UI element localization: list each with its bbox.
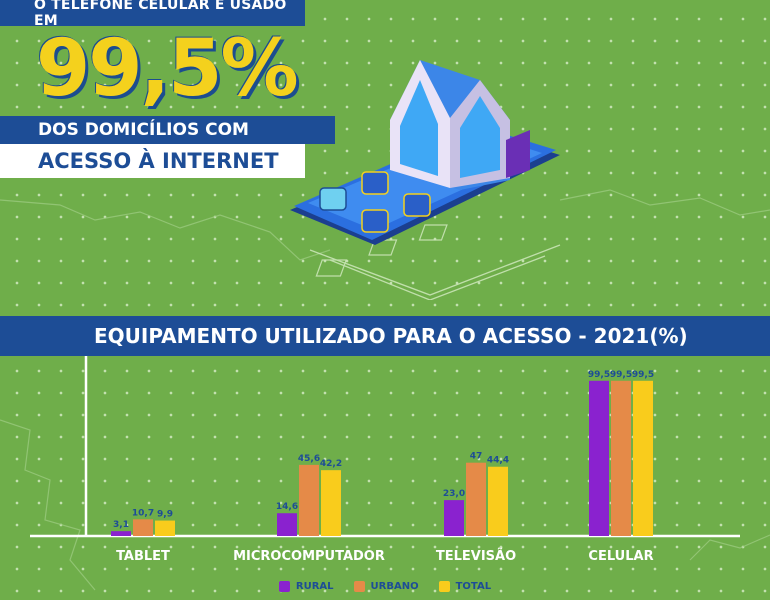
bar-urbano-1 <box>299 464 319 536</box>
category-label-0: TABLET <box>116 549 170 564</box>
chart-legend: RURAL URBANO TOTAL <box>0 578 770 594</box>
headline-tag: O TELEFONE CELULAR É USADO EM <box>0 0 305 29</box>
data-label-urbano-0: 10,7 <box>132 508 154 518</box>
bar-urbano-2 <box>466 462 486 536</box>
data-label-rural-0: 3,1 <box>113 520 129 530</box>
bar-total-3 <box>633 380 653 536</box>
hologram-floor-icon <box>309 224 561 300</box>
legend-label: RURAL <box>295 580 334 592</box>
bar-total-2 <box>488 466 508 536</box>
data-label-total-3: 99,5 <box>632 370 654 380</box>
data-label-rural-3: 99,5 <box>588 370 610 380</box>
data-label-urbano-1: 45,6 <box>298 454 320 464</box>
data-label-rural-2: 23,0 <box>443 489 465 499</box>
data-label-total-0: 9,9 <box>157 510 173 520</box>
house-icon <box>390 60 530 190</box>
data-label-urbano-2: 47 <box>470 452 483 462</box>
bar-total-1 <box>321 470 341 536</box>
bar-urbano-0 <box>133 519 153 536</box>
data-label-rural-1: 14,6 <box>276 502 298 512</box>
category-label-3: CELULAR <box>588 549 653 564</box>
category-label-2: TELEVISÃO <box>436 548 516 564</box>
legend-item-total: TOTAL <box>438 578 492 594</box>
bar-chart: 3,110,7 9,9 TABLET 14,6 45,642,2 MICROCOMPUTA… <box>30 356 740 564</box>
subtitle-line-2: ACESSO À INTERNET <box>0 144 305 178</box>
legend-swatch <box>353 580 365 592</box>
bar-total-0 <box>155 520 175 536</box>
legend-swatch <box>438 580 450 592</box>
category-label-1: MICROCOMPUTADOR <box>233 549 385 564</box>
smartphone-house-illustration <box>290 60 561 300</box>
bar-rural-3 <box>589 380 609 536</box>
data-label-total-2: 44,4 <box>487 456 509 466</box>
legend-label: URBANO <box>370 580 419 592</box>
legend-swatch <box>278 580 290 592</box>
bar-rural-2 <box>444 500 464 536</box>
big-percentage: 99,5% <box>36 24 299 114</box>
legend-item-rural: RURAL <box>278 578 334 594</box>
subtitle-line-1: DOS DOMICÍLIOS COM <box>0 116 335 144</box>
bar-rural-0 <box>111 531 131 536</box>
legend-label: TOTAL <box>455 580 492 592</box>
data-label-total-1: 42,2 <box>320 459 342 469</box>
legend-item-urbano: URBANO <box>353 578 419 594</box>
app-icons <box>319 171 431 233</box>
bar-rural-1 <box>277 513 297 536</box>
data-label-urbano-3: 99,5 <box>610 370 632 380</box>
bar-urbano-3 <box>611 380 631 536</box>
chart-title: EQUIPAMENTO UTILIZADO PARA O ACESSO - 20… <box>0 316 770 356</box>
